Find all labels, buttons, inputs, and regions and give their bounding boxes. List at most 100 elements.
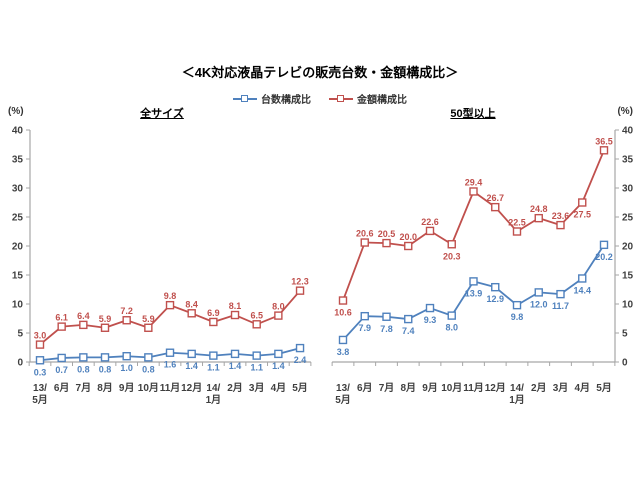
legend-item-units-ratio: 台数構成比: [233, 91, 311, 106]
legend-label: 金額構成比: [357, 95, 407, 106]
data-label: 20.5: [378, 229, 396, 239]
data-label: 14.4: [573, 285, 591, 295]
chart-all-sizes: 0 5 10 15 20 25 30 35 40 13/5月 6月 7月 8月 9月 10月 11月 12月 14…: [12, 126, 312, 406]
data-point-marker: [599, 146, 609, 155]
data-label: 5.9: [99, 314, 112, 324]
x-axis-label: 7月: [76, 382, 92, 394]
data-point-marker: [491, 282, 500, 292]
data-point-marker: [209, 317, 218, 327]
data-label: 1.4: [229, 361, 242, 371]
data-point-marker: [295, 343, 305, 353]
data-label: 26.7: [486, 193, 504, 203]
chart-50inch-over: 0 5 10 15 20 25 30 35 40 13/5月 6月 7月 8月 9月 10月 11月 12月 14…: [331, 126, 634, 406]
x-axis-label: 7月: [379, 382, 395, 394]
data-point-marker: [165, 348, 175, 357]
data-label: 11.7: [552, 301, 569, 311]
legend-item-value-ratio: 金額構成比: [329, 91, 407, 106]
y-axis-tick-label: 0: [622, 358, 628, 369]
x-axis-label: 4月: [271, 382, 287, 394]
data-label: 6.4: [77, 311, 90, 321]
page-title: ＜4K対応液晶テレビの販売台数・金額構成比＞: [181, 65, 459, 80]
data-label: 0.8: [99, 364, 112, 374]
subtitle-50inch-over: 50型以上: [450, 108, 496, 120]
x-axis-label: 8月: [400, 382, 416, 394]
data-point-marker: [512, 300, 522, 310]
data-point-marker: [35, 356, 45, 365]
data-point-marker: [209, 351, 218, 360]
y-axis-tick-label: 10: [12, 300, 24, 311]
data-label: 1.4: [185, 361, 198, 371]
x-axis-label: 9月: [119, 382, 135, 394]
x-axis-label: 1月: [509, 394, 525, 406]
y-axis-unit-right: (%): [617, 106, 633, 117]
data-label: 6.9: [207, 308, 220, 318]
data-point-marker: [274, 349, 283, 359]
subtitle-all-sizes: 全サイズ: [140, 108, 184, 120]
data-point-marker: [295, 286, 305, 295]
x-axis-label: 6月: [54, 382, 70, 394]
y-axis-tick-label: 25: [12, 213, 24, 224]
y-axis-tick-label: 40: [622, 126, 634, 137]
y-axis-tick-label: 35: [12, 155, 24, 166]
x-axis-label: 5月: [596, 382, 612, 394]
x-axis-label: 14/: [206, 383, 220, 394]
data-label: 29.4: [465, 177, 483, 187]
data-point-marker: [274, 311, 283, 320]
data-point-marker: [187, 349, 196, 359]
line-square-marker-icon: [329, 94, 353, 103]
data-point-marker: [556, 289, 565, 299]
y-axis-tick-label: 0: [17, 358, 23, 369]
data-point-marker: [122, 316, 131, 325]
data-label: 20.2: [595, 252, 613, 262]
data-label: 7.4: [402, 326, 415, 336]
data-label: 9.8: [511, 312, 524, 322]
x-axis-label: 12月: [485, 382, 506, 394]
y-axis-tick-label: 10: [622, 300, 634, 311]
data-label: 0.7: [55, 365, 68, 375]
data-point-marker: [338, 296, 348, 305]
data-label: 13.9: [465, 288, 483, 298]
data-label: 1.4: [272, 361, 285, 371]
y-axis-tick-label: 25: [622, 213, 634, 224]
data-point-marker: [338, 335, 348, 345]
data-label: 20.6: [356, 229, 374, 239]
data-label: 12.9: [486, 294, 504, 304]
data-label: 8.1: [229, 301, 242, 311]
x-axis-label: 5月: [32, 394, 48, 406]
x-axis-label: 5月: [335, 394, 351, 406]
y-axis-tick-label: 30: [12, 184, 24, 195]
data-label: 7.9: [358, 323, 371, 333]
data-label: 20.0: [399, 232, 417, 242]
x-axis-label: 14/: [510, 383, 524, 394]
y-axis-tick-label: 5: [17, 329, 23, 340]
data-point-marker: [425, 303, 435, 313]
x-axis-label: 6月: [357, 382, 373, 394]
data-point-marker: [79, 353, 88, 362]
y-axis-tick-label: 20: [12, 242, 24, 253]
y-axis-tick-label: 15: [12, 271, 24, 282]
data-point-marker: [35, 340, 45, 349]
data-label: 3.0: [34, 331, 47, 341]
x-axis-label: 3月: [553, 382, 569, 394]
data-label: 0.3: [34, 367, 47, 377]
x-axis-label: 10月: [441, 382, 462, 394]
x-axis-label: 8月: [97, 382, 113, 394]
data-label: 20.3: [443, 251, 461, 261]
data-label: 8.4: [185, 299, 198, 309]
legend: 台数構成比 金額構成比: [0, 91, 640, 106]
data-label: 6.1: [55, 313, 68, 323]
data-label: 22.5: [508, 218, 526, 228]
x-axis-label: 3月: [249, 382, 265, 394]
data-point-marker: [122, 352, 131, 361]
data-point-marker: [100, 353, 110, 362]
x-axis-label: 12月: [181, 382, 202, 394]
y-axis-tick-label: 40: [12, 126, 24, 137]
x-axis-label: 13/: [336, 383, 350, 394]
data-point-marker: [230, 349, 240, 359]
data-label: 0.8: [77, 364, 90, 374]
data-label: 8.0: [272, 302, 285, 312]
data-point-marker: [165, 300, 175, 310]
data-point-marker: [534, 288, 543, 297]
data-point-marker: [144, 353, 153, 362]
